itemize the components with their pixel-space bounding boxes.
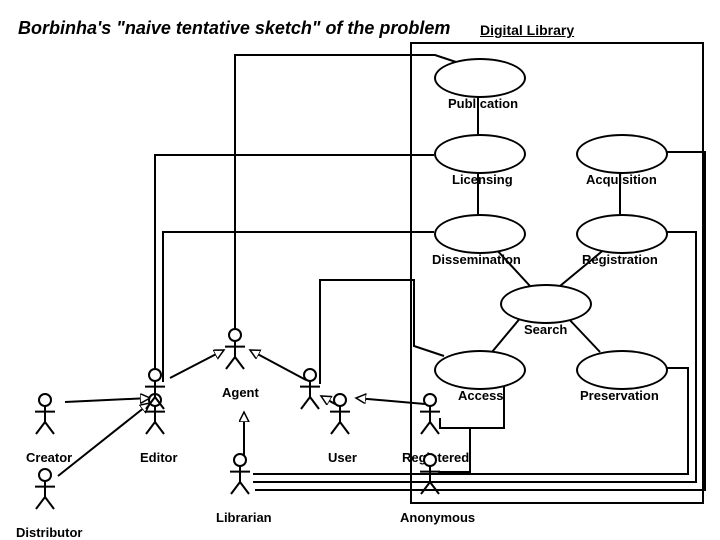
actor-label-creator: Creator — [26, 450, 72, 465]
edge-gen-1 — [58, 403, 150, 476]
actor-label-editor: Editor — [140, 450, 178, 465]
usecase-acquisition — [576, 134, 668, 174]
system-boundary — [410, 42, 704, 504]
actor-label-user: User — [328, 450, 357, 465]
actor-agent — [223, 328, 247, 377]
usecase-preservation — [576, 350, 668, 390]
actor-label-librarian: Librarian — [216, 510, 272, 525]
actor-anonymous — [418, 453, 442, 502]
actor-label-agent: Agent — [222, 385, 259, 400]
usecase-label-preservation: Preservation — [580, 388, 659, 403]
edge-gen-2 — [170, 350, 224, 378]
edge-assoc-8 — [155, 155, 434, 380]
actor-librarian — [228, 453, 252, 502]
system-label: Digital Library — [480, 22, 574, 38]
diagram-title: Borbinha's "naive tentative sketch" of t… — [18, 18, 450, 39]
usecase-label-search: Search — [524, 322, 567, 337]
usecase-label-dissemination: Dissemination — [432, 252, 521, 267]
actor-registered — [418, 393, 442, 442]
usecase-registration — [576, 214, 668, 254]
edge-gen-0 — [65, 398, 150, 402]
usecase-label-registration: Registration — [582, 252, 658, 267]
usecase-label-publication: Publication — [448, 96, 518, 111]
actor-creator — [33, 393, 57, 442]
usecase-label-access: Access — [458, 388, 504, 403]
actor-aux1 — [143, 368, 167, 417]
actor-distributor — [33, 468, 57, 517]
actor-label-distributor: Distributor — [16, 525, 82, 540]
actor-user — [328, 393, 352, 442]
usecase-access — [434, 350, 526, 390]
diagram-stage: Borbinha's "naive tentative sketch" of t… — [0, 0, 720, 540]
usecase-label-licensing: Licensing — [452, 172, 513, 187]
usecase-publication — [434, 58, 526, 98]
usecase-label-acquisition: Acquisition — [586, 172, 657, 187]
usecase-licensing — [434, 134, 526, 174]
edge-assoc-9 — [163, 232, 434, 382]
usecase-search — [500, 284, 592, 324]
usecase-dissemination — [434, 214, 526, 254]
actor-label-anonymous: Anonymous — [400, 510, 475, 525]
actor-aux2 — [298, 368, 322, 417]
